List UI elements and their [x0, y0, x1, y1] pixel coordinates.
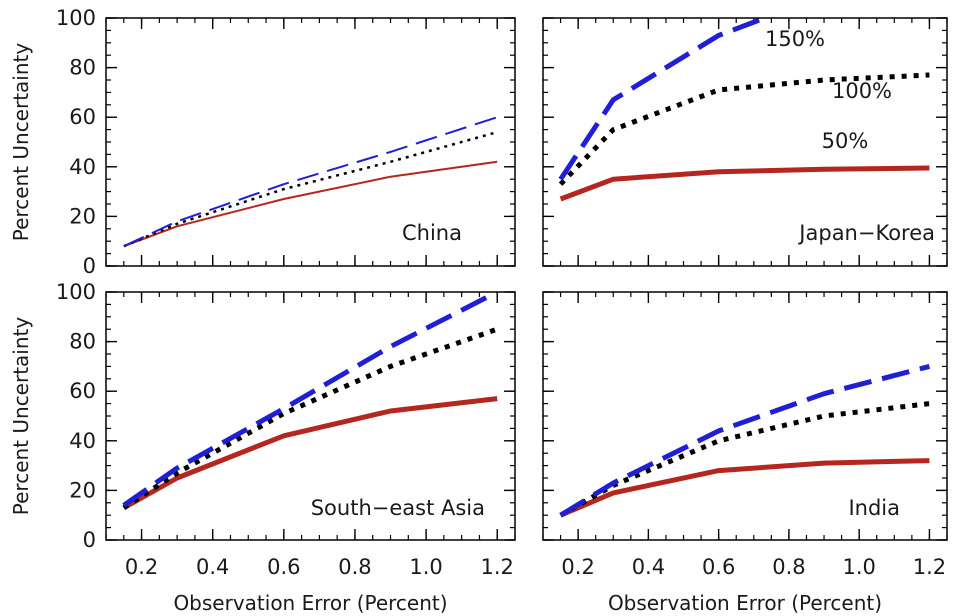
y-tick-label: 80 [69, 56, 96, 80]
y-tick-label: 100 [56, 280, 96, 304]
series-line-2 [122, 326, 499, 510]
series-line-2 [123, 130, 498, 248]
series-line-3 [558, 18, 772, 181]
region-label: Japan−Korea [797, 221, 935, 245]
series-line-1 [122, 396, 498, 510]
y-tick-label: 80 [69, 330, 96, 354]
series-annotation: 100% [832, 79, 892, 103]
plot-frame [105, 291, 516, 541]
x-tick-label: 1.0 [409, 555, 442, 579]
y-tick-label: 0 [83, 528, 96, 552]
chart-panel-3: 0 20 40 60 80 100 0.2 0.4 0.6 0.8 1.0 1.2 Percent Un… [9, 280, 516, 615]
chart-panel-4: 0.2 0.4 0.6 0.8 1.0 1.2 Observation Error (Per… [542, 291, 948, 615]
x-tick-label: 1.2 [913, 555, 946, 579]
series-line-3 [559, 363, 931, 518]
series-line-3 [122, 292, 499, 508]
x-tick-label: 0.4 [196, 555, 229, 579]
series-line-1 [123, 160, 498, 248]
y-tick-label: 20 [69, 478, 96, 502]
chart-panel-1: 0 20 40 60 80 100 Percent Uncertainty China [9, 6, 516, 278]
y-axis-title: Percent Uncertainty [9, 43, 33, 242]
x-tick-label: 0.6 [267, 555, 300, 579]
plot-frame [542, 291, 948, 541]
x-tick-label: 0.2 [561, 555, 594, 579]
x-axis-title: Observation Error (Percent) [173, 591, 447, 615]
series-annotation: 150% [765, 27, 825, 51]
y-tick-label: 100 [56, 6, 96, 30]
series-line-2 [558, 72, 930, 186]
y-tick-label: 0 [83, 254, 96, 278]
region-label: South−east Asia [311, 496, 485, 520]
plot-frame [542, 17, 948, 267]
y-tick-label: 40 [69, 155, 96, 179]
plot-frame [105, 17, 516, 267]
y-axis-title: Percent Uncertainty [9, 317, 33, 516]
y-tick-label: 60 [69, 379, 96, 403]
x-tick-label: 0.8 [772, 555, 805, 579]
region-label: China [402, 221, 462, 245]
series-line-1 [559, 458, 930, 518]
x-tick-label: 1.2 [481, 555, 514, 579]
chart-panel-2: Japan−Korea 50% 100% 150% [542, 17, 948, 267]
y-tick-label: 60 [69, 105, 96, 129]
series-line-1 [559, 165, 930, 202]
x-tick-label: 0.2 [125, 555, 158, 579]
x-tick-label: 1.0 [842, 555, 875, 579]
x-tick-label: 0.6 [702, 555, 735, 579]
y-tick-label: 20 [69, 204, 96, 228]
x-tick-label: 0.4 [632, 555, 665, 579]
y-tick-label: 40 [69, 429, 96, 453]
series-annotation: 50% [822, 129, 869, 153]
region-label: India [848, 496, 900, 520]
x-tick-label: 0.8 [338, 555, 371, 579]
x-axis-title: Observation Error (Percent) [608, 591, 882, 615]
series-line-3 [123, 116, 498, 248]
